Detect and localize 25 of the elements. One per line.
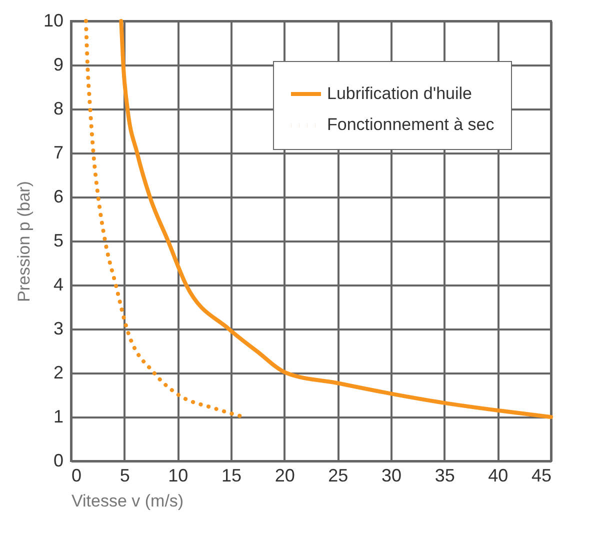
x-tick-label: 45	[531, 466, 552, 486]
x-tick-label: 35	[434, 466, 455, 486]
x-tick-label: 25	[328, 466, 348, 486]
y-tick-label: 10	[43, 10, 64, 30]
y-tick-label: 2	[53, 362, 64, 382]
x-tick-label: 20	[274, 466, 295, 486]
x-tick-label: 0	[72, 466, 82, 486]
y-tick-label: 6	[53, 186, 64, 206]
legend-label: Fonctionnement à sec	[327, 115, 495, 134]
x-tick-label: 40	[488, 466, 508, 486]
y-axis-title: Pression p (bar)	[14, 181, 34, 302]
y-tick-label: 4	[53, 274, 64, 294]
y-tick-label: 5	[53, 230, 64, 250]
x-tick-label: 10	[168, 466, 188, 486]
x-tick-label: 15	[221, 466, 242, 486]
x-tick-label: 5	[120, 466, 130, 486]
x-tick-label: 30	[381, 466, 402, 486]
y-tick-label: 7	[53, 142, 64, 162]
legend-label: Lubrification d'huile	[327, 84, 472, 103]
y-tick-label: 9	[53, 54, 64, 74]
y-tick-label: 3	[53, 318, 64, 338]
y-tick-label: 1	[53, 406, 64, 426]
y-tick-label: 8	[53, 98, 64, 118]
y-tick-label: 0	[53, 450, 64, 470]
x-axis-title: Vitesse v (m/s)	[72, 492, 184, 510]
